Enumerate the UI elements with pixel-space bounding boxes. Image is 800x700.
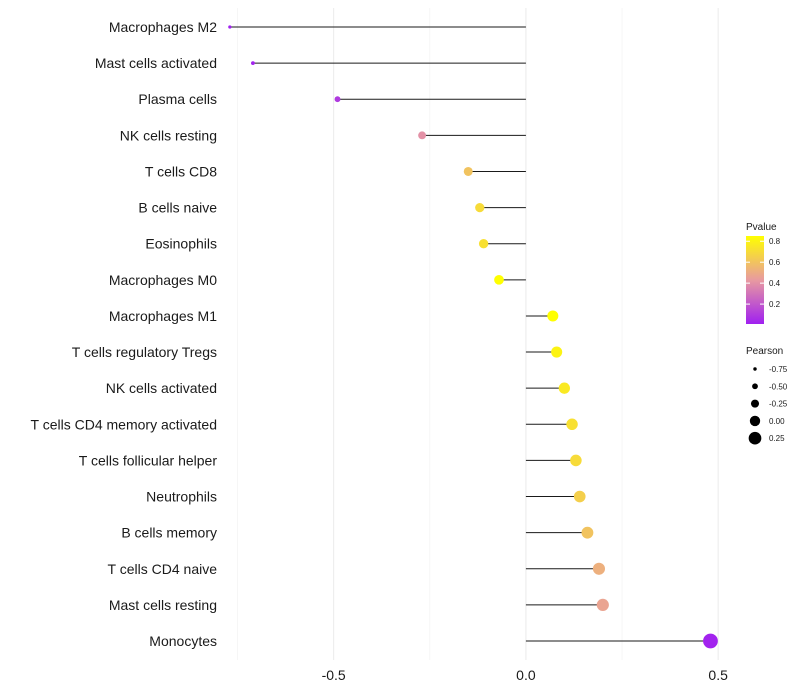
pearson-legend-dot bbox=[752, 383, 758, 390]
category-label: T cells CD8 bbox=[145, 163, 217, 179]
category-label: Monocytes bbox=[149, 633, 217, 649]
lollipop-dot bbox=[228, 25, 232, 29]
lollipop-dot bbox=[251, 61, 255, 66]
pearson-legend: Pearson -0.75 -0.50 -0.25 0.00 0.25 bbox=[746, 346, 788, 445]
category-label: T cells CD4 memory activated bbox=[31, 416, 217, 432]
colorbar-tick-label: 0.4 bbox=[769, 279, 781, 288]
lollipop-dot bbox=[547, 310, 559, 322]
lollipop-dot bbox=[334, 96, 341, 103]
pearson-legend-title: Pearson bbox=[746, 346, 783, 357]
grid-lines bbox=[237, 8, 719, 660]
category-label: NK cells resting bbox=[120, 127, 217, 143]
lollipop-dot bbox=[478, 239, 489, 249]
category-label: Mast cells resting bbox=[109, 597, 217, 613]
x-tick-label: -0.5 bbox=[322, 667, 346, 683]
colorbar-tick-label: 0.6 bbox=[769, 258, 781, 267]
pvalue-legend-title: Pvalue bbox=[746, 222, 777, 233]
colorbar-tick-label: 0.2 bbox=[769, 300, 781, 309]
lollipop-dot bbox=[418, 131, 427, 140]
category-label: Plasma cells bbox=[138, 91, 217, 107]
category-label: B cells naive bbox=[138, 200, 217, 216]
lollipop-dot bbox=[703, 633, 718, 649]
lollipop-dot bbox=[570, 454, 582, 467]
x-tick-label: 0.5 bbox=[708, 667, 728, 683]
pearson-legend-label: -0.75 bbox=[769, 365, 788, 374]
x-axis-ticks: -0.5 0.0 0.5 bbox=[322, 667, 729, 683]
pearson-legend-label: 0.25 bbox=[769, 434, 785, 443]
category-label: Macrophages M0 bbox=[109, 272, 217, 288]
lollipop-dot bbox=[566, 418, 578, 431]
lollipop-dot bbox=[558, 382, 570, 394]
lollipop-dot bbox=[596, 598, 609, 611]
lollipop-dots bbox=[228, 25, 718, 649]
lollipop-dot bbox=[475, 202, 485, 213]
category-label: Macrophages M1 bbox=[109, 308, 217, 324]
pearson-legend-dot bbox=[749, 415, 761, 427]
category-label: T cells regulatory Tregs bbox=[72, 344, 217, 360]
category-label: T cells follicular helper bbox=[79, 452, 218, 468]
category-labels: Macrophages M2 Mast cells activated Plasma… bbox=[31, 19, 218, 649]
lollipop-stems bbox=[229, 26, 711, 642]
lollipop-dot bbox=[581, 526, 594, 539]
pearson-legend-label: -0.25 bbox=[769, 400, 788, 409]
pearson-legend-label: 0.00 bbox=[769, 417, 785, 426]
category-label: B cells memory bbox=[121, 525, 217, 541]
colorbar-tick-label: 0.8 bbox=[769, 237, 781, 246]
pvalue-colorbar bbox=[746, 236, 764, 324]
pearson-legend-dot bbox=[750, 399, 760, 408]
pearson-legend-dot bbox=[753, 367, 757, 371]
category-label: NK cells activated bbox=[106, 380, 217, 396]
category-label: Neutrophils bbox=[146, 489, 217, 505]
category-label: Eosinophils bbox=[145, 236, 217, 252]
lollipop-dot bbox=[494, 274, 504, 285]
x-tick-label: 0.0 bbox=[516, 667, 536, 683]
category-label: Mast cells activated bbox=[95, 55, 217, 71]
lollipop-dot bbox=[551, 346, 563, 358]
lollipop-dot bbox=[592, 562, 606, 575]
pvalue-legend: Pvalue 0.8 0.6 0.4 0.2 bbox=[746, 222, 781, 324]
category-label: T cells CD4 naive bbox=[108, 561, 218, 577]
category-label: Macrophages M2 bbox=[109, 19, 217, 35]
lollipop-dot bbox=[573, 490, 586, 503]
pearson-legend-dot bbox=[748, 431, 762, 445]
lollipop-dot bbox=[463, 166, 473, 176]
pearson-legend-label: -0.50 bbox=[769, 382, 788, 391]
